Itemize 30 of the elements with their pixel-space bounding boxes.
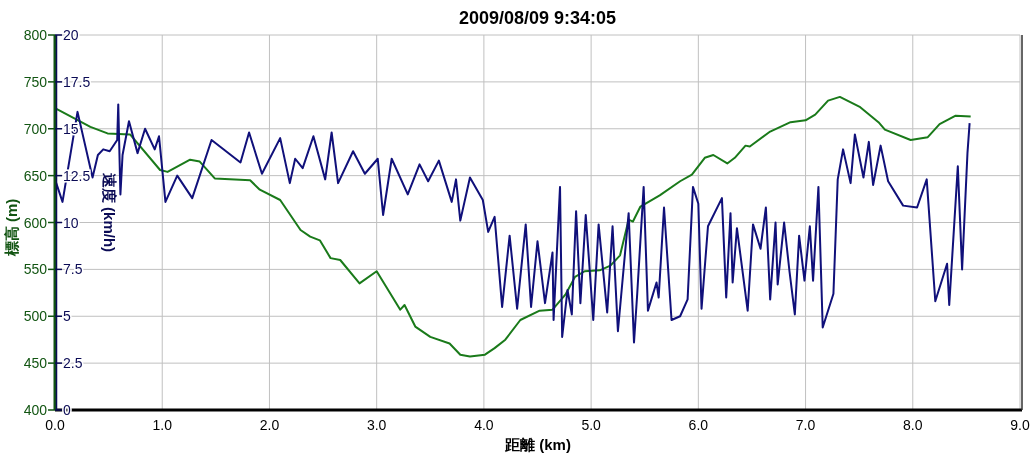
y2-tick-label: 17.5 xyxy=(63,73,91,90)
x-tick-label: 8.0 xyxy=(903,417,923,433)
y-tick-label: 550 xyxy=(23,261,48,278)
y-axis-title: 標高 (m) xyxy=(3,198,20,258)
y2-tick-label: 7.5 xyxy=(63,261,83,278)
y-tick-label: 800 xyxy=(23,27,48,43)
y-tick-label: 500 xyxy=(23,308,48,325)
x-tick-label: 5.0 xyxy=(581,417,602,433)
y-tick-label: 650 xyxy=(23,167,48,184)
y-tick-label: 600 xyxy=(23,214,48,231)
x-tick-label: 3.0 xyxy=(366,417,387,433)
y-tick-label: 400 xyxy=(23,402,48,418)
y-tick-label: 750 xyxy=(23,73,48,90)
y2-tick-label: 10 xyxy=(63,214,79,231)
y-tick-label: 700 xyxy=(23,120,48,137)
x-tick-label: 0.0 xyxy=(45,417,65,433)
x-tick-label: 6.0 xyxy=(688,417,709,433)
x-tick-label: 7.0 xyxy=(795,417,816,433)
y2-axis-title: 速度 (km/h) xyxy=(101,172,118,253)
x-tick-label: 9.0 xyxy=(1010,417,1030,433)
x-axis-title: 距離 (km) xyxy=(504,436,571,453)
y2-tick-label: 2.5 xyxy=(63,355,83,372)
x-tick-label: 1.0 xyxy=(152,417,173,433)
y2-tick-label: 20 xyxy=(63,27,79,43)
chart-title: 2009/08/09 9:34:05 xyxy=(458,8,617,28)
x-tick-label: 4.0 xyxy=(474,417,494,433)
x-tick-label: 2.0 xyxy=(259,417,280,433)
y2-tick-label: 0 xyxy=(63,402,71,418)
y2-tick-label: 5 xyxy=(63,308,71,325)
y-tick-label: 450 xyxy=(23,355,48,372)
